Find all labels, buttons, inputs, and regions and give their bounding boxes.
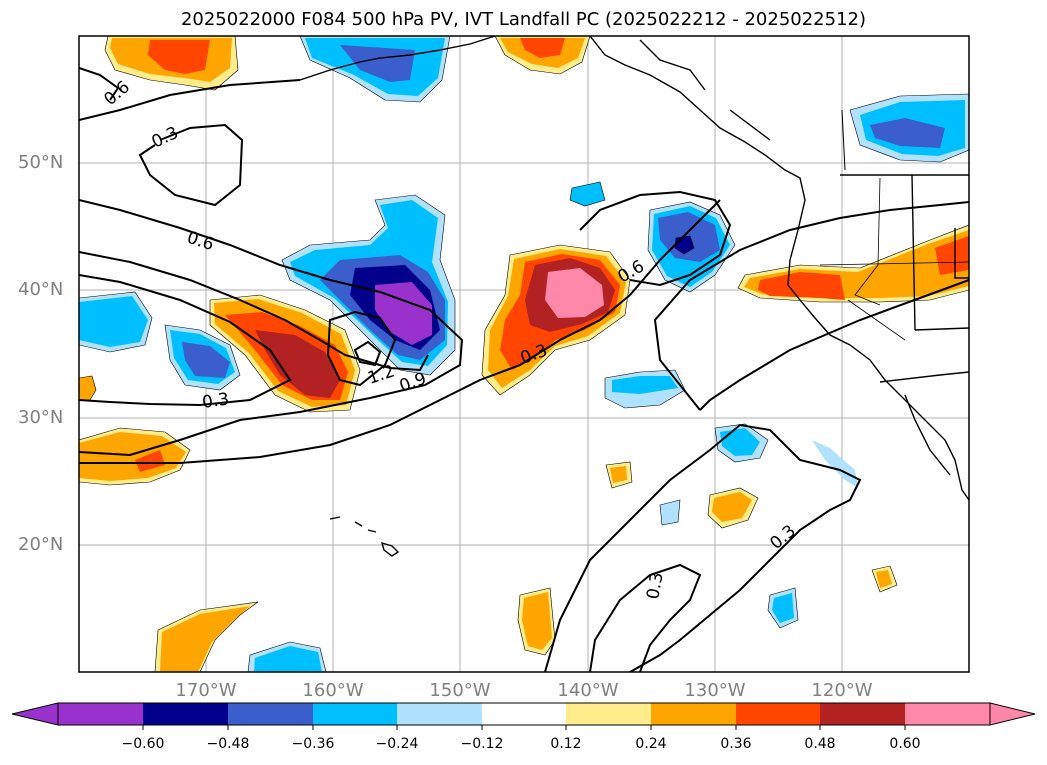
colorbar-tick-label: −0.48 <box>206 736 250 752</box>
colorbar-tick-label: −0.60 <box>121 736 165 752</box>
colorbar-extend-high <box>989 702 1036 726</box>
hawaii-islands <box>329 516 400 557</box>
lon-label: 160°W <box>302 680 364 701</box>
pv-contours <box>79 67 969 672</box>
colorbar-tick-label: 0.36 <box>720 736 752 752</box>
lon-label: 130°W <box>684 680 746 701</box>
map-title: 2025022000 F084 500 hPa PV, IVT Landfall… <box>180 9 867 30</box>
colorbar <box>11 702 1036 730</box>
lon-label: 120°W <box>811 680 873 701</box>
contour-label: 0.3 <box>643 571 667 601</box>
colorbar-tick-label: −0.12 <box>460 736 504 752</box>
lon-label: 150°W <box>429 680 491 701</box>
lat-label: 40°N <box>18 279 64 300</box>
colorbar-tick-label: −0.24 <box>375 736 419 752</box>
lat-label: 30°N <box>18 407 64 428</box>
colorbar-tick-label: −0.36 <box>291 736 335 752</box>
contour-label: 0.3 <box>201 389 231 413</box>
colorbar-tick-label: 0.12 <box>550 736 582 752</box>
colorbar-extend-low <box>11 702 59 726</box>
lat-label: 50°N <box>18 152 64 173</box>
lon-label: 140°W <box>557 680 619 701</box>
colorbar-tick-label: 0.24 <box>635 736 667 752</box>
filled-anomalies <box>79 36 969 672</box>
colorbar-tick-label: 0.60 <box>889 736 921 752</box>
map-frame <box>78 35 970 673</box>
lat-label: 20°N <box>18 534 64 555</box>
colorbar-tick-label: 0.48 <box>804 736 836 752</box>
lon-label: 170°W <box>175 680 237 701</box>
coastlines <box>299 36 969 501</box>
map-plot-area <box>79 36 969 672</box>
